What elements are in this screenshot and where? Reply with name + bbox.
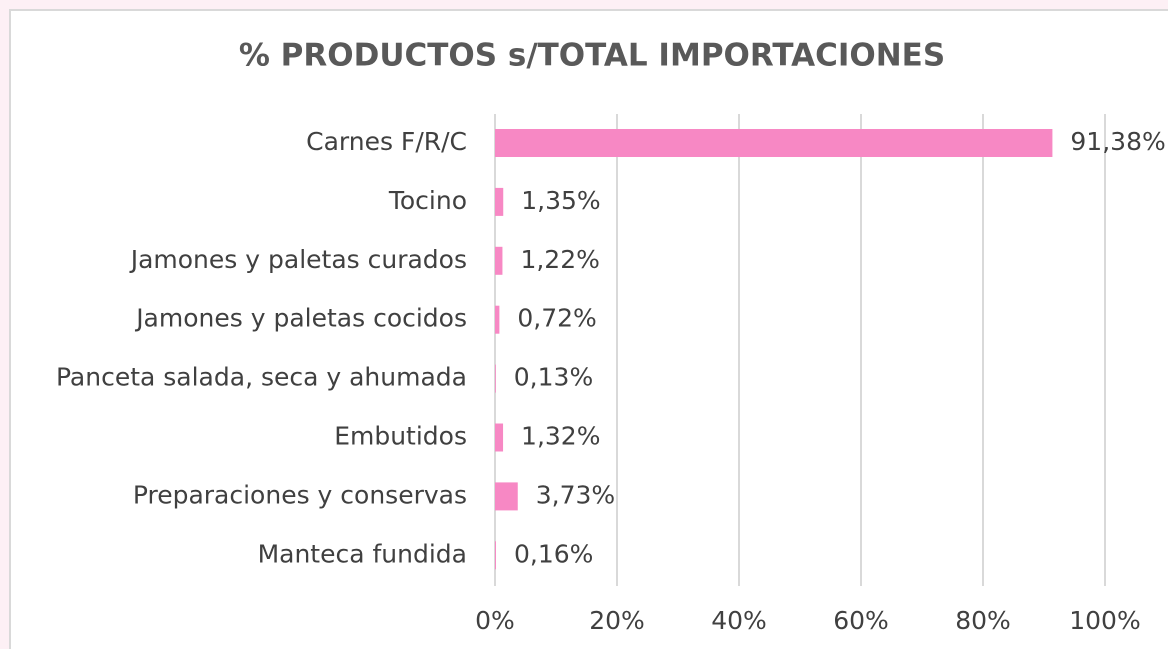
y-tick-label: Jamones y paletas curados: [129, 245, 467, 274]
data-label: 1,22%: [520, 245, 599, 274]
bar: [495, 305, 500, 334]
bar: [495, 129, 1053, 157]
x-tick-label: 100%: [1069, 606, 1140, 635]
x-tick-label: 80%: [955, 606, 1011, 635]
data-label: 1,32%: [521, 422, 600, 451]
y-tick-label: Carnes F/R/C: [306, 127, 467, 156]
x-tick-label: 20%: [589, 606, 645, 635]
bar: [495, 482, 518, 511]
data-label: 3,73%: [536, 480, 615, 509]
y-tick-label: Jamones y paletas cocidos: [134, 304, 467, 333]
data-label: 0,13%: [514, 363, 593, 392]
bar: [495, 423, 504, 452]
bar: [495, 246, 503, 275]
bar: [495, 187, 504, 216]
y-tick-label: Embutidos: [334, 422, 467, 451]
chart-title: % PRODUCTOS s/TOTAL IMPORTACIONES: [239, 38, 945, 74]
data-label: 91,38%: [1070, 127, 1165, 156]
x-tick-label: 40%: [711, 606, 767, 635]
data-label: 0,72%: [517, 304, 596, 333]
x-tick-label: 60%: [833, 606, 889, 635]
chart-frame: [9, 9, 1168, 649]
data-label: 0,16%: [514, 539, 593, 568]
y-tick-label: Manteca fundida: [258, 539, 467, 568]
data-label: 1,35%: [521, 186, 600, 215]
y-tick-label: Tocino: [388, 186, 467, 215]
y-tick-label: Preparaciones y conservas: [133, 480, 467, 509]
bar: [495, 364, 496, 393]
y-tick-label: Panceta salada, seca y ahumada: [56, 363, 467, 392]
x-tick-label: 0%: [475, 606, 515, 635]
bar: [495, 541, 496, 570]
